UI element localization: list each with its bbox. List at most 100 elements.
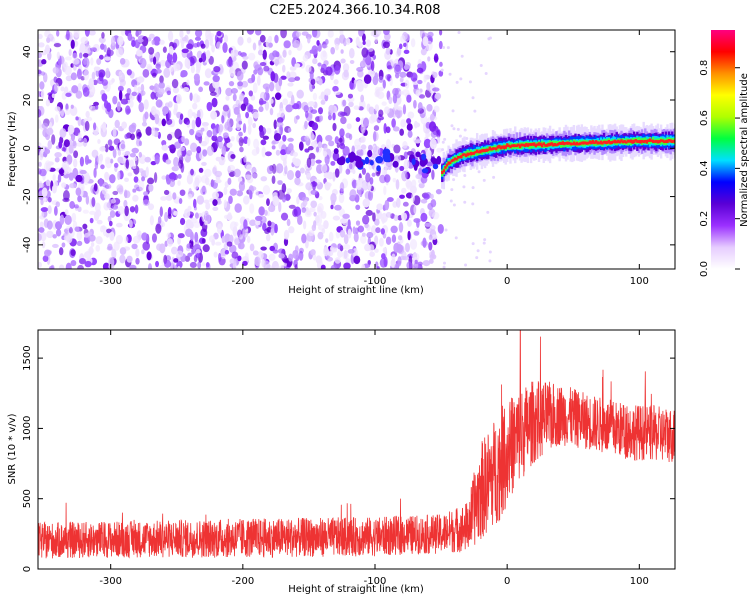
spectrogram-cell — [412, 252, 420, 262]
spectrogram-cell — [242, 227, 249, 238]
spectrogram-cell — [72, 140, 77, 149]
spectrogram-cell — [317, 62, 322, 67]
snr-xtick-label: 100 — [630, 576, 649, 587]
spectrogram-cell — [309, 70, 314, 81]
spectrogram-cell — [450, 188, 454, 192]
spectrogram-cell — [339, 128, 345, 138]
spectrogram-ytick-label: 40 — [22, 45, 33, 58]
spectrogram-cell — [97, 154, 103, 165]
spectrogram-cell — [484, 71, 488, 75]
spectrogram-cell — [441, 148, 445, 152]
spectrogram-cell — [52, 174, 56, 182]
spectrogram-cell — [79, 47, 84, 53]
spectrogram-cell — [352, 180, 357, 188]
spectrogram-cell — [260, 246, 267, 251]
spectrogram-cell — [216, 223, 223, 234]
spectrogram-cell — [41, 241, 46, 249]
spectrogram-cell — [367, 190, 374, 201]
spectrogram-ridge-cell — [634, 139, 637, 142]
spectrogram-cell — [282, 98, 289, 106]
spectrogram-cell — [298, 141, 304, 151]
spectrogram-cell — [38, 33, 43, 40]
spectrogram-cell — [427, 31, 434, 38]
spectrogram-cell — [325, 66, 333, 76]
spectrogram-cell — [271, 175, 276, 184]
spectrogram-cell — [393, 214, 399, 222]
spectrogram-cell — [174, 128, 182, 140]
spectrogram-cell — [231, 251, 239, 259]
spectrogram-cell — [184, 119, 190, 125]
spectrogram-cell — [95, 104, 99, 110]
spectrogram-cell — [406, 94, 412, 103]
spectrogram-cell — [372, 212, 376, 222]
spectrogram-cell — [365, 209, 373, 217]
spectrogram-cell — [99, 146, 106, 152]
spectrogram-cell — [417, 63, 423, 70]
spectrogram-cell — [302, 200, 308, 207]
spectrogram-cell — [154, 154, 160, 165]
spectrogram-cell — [201, 122, 209, 127]
spectrogram-cell — [181, 135, 186, 143]
spectrogram-cell — [137, 86, 141, 92]
spectrogram-cell — [132, 235, 141, 244]
spectrogram-cell — [397, 235, 403, 241]
spectrogram-cell — [117, 206, 125, 215]
spectrogram-cell — [173, 156, 180, 168]
spectrogram-cell — [147, 263, 153, 269]
spectrogram-cell — [428, 241, 433, 251]
spectrogram-cell — [221, 145, 227, 156]
spectrogram-cell — [324, 38, 329, 45]
spectrogram-cell — [272, 249, 279, 254]
spectrogram-cell — [431, 249, 435, 259]
spectrogram-cell — [75, 90, 83, 99]
spectrogram-cell — [167, 110, 172, 119]
spectrogram-cell — [378, 109, 384, 117]
spectrogram-cell — [73, 204, 79, 209]
spectrogram-cell — [216, 41, 222, 50]
spectrogram-cell — [405, 242, 410, 252]
spectrogram-cell — [292, 103, 300, 110]
spectrogram-cell — [196, 146, 202, 154]
spectrogram-cell — [51, 134, 56, 145]
spectrogram-cell — [437, 223, 444, 234]
spectrogram-cell — [242, 260, 248, 266]
spectrogram-cell — [196, 109, 201, 119]
spectrogram-cell — [375, 261, 379, 268]
spectrogram-cell — [337, 111, 346, 118]
spectrogram-cell — [88, 30, 96, 36]
spectrogram-cell — [320, 163, 328, 173]
spectrogram-cell — [222, 104, 229, 112]
spectrogram-cell — [307, 145, 314, 151]
spectrogram-cell — [103, 99, 109, 109]
spectrogram-cell — [264, 209, 268, 216]
spectrogram-cell — [117, 171, 121, 181]
spectrogram-cell — [242, 55, 249, 60]
spectrogram-cell — [161, 175, 167, 180]
spectrogram-cell — [319, 256, 323, 266]
spectrogram-cell — [255, 30, 262, 36]
spectrogram-cell — [191, 247, 195, 255]
spectrogram-cell — [181, 48, 189, 54]
spectrogram-ridge-cell — [460, 155, 463, 159]
spectrogram-cell — [230, 154, 236, 159]
spectrogram-cell — [129, 206, 136, 213]
spectrogram-cell — [113, 162, 119, 168]
spectrogram-cell — [421, 153, 427, 161]
spectrogram-cell — [396, 244, 404, 253]
spectrogram-cell — [106, 228, 112, 234]
spectrogram-cell — [355, 159, 364, 169]
spectrogram-cell — [114, 119, 120, 129]
spectrogram-cell — [73, 158, 78, 168]
spectrogram-cell — [74, 226, 80, 232]
spectrogram-cell — [325, 238, 329, 244]
spectrogram-cell — [318, 78, 323, 86]
spectrogram-cell — [403, 159, 410, 170]
spectrogram-cell — [388, 96, 393, 105]
spectrogram-cell — [71, 85, 79, 94]
spectrogram-cell — [138, 102, 145, 113]
spectrogram-cell — [311, 224, 317, 232]
spectrogram-cell — [399, 194, 405, 199]
colorbar-label: Normalized spectral amplitude — [739, 73, 750, 227]
spectrogram-cell — [241, 60, 248, 70]
spectrogram-cell — [138, 180, 145, 192]
